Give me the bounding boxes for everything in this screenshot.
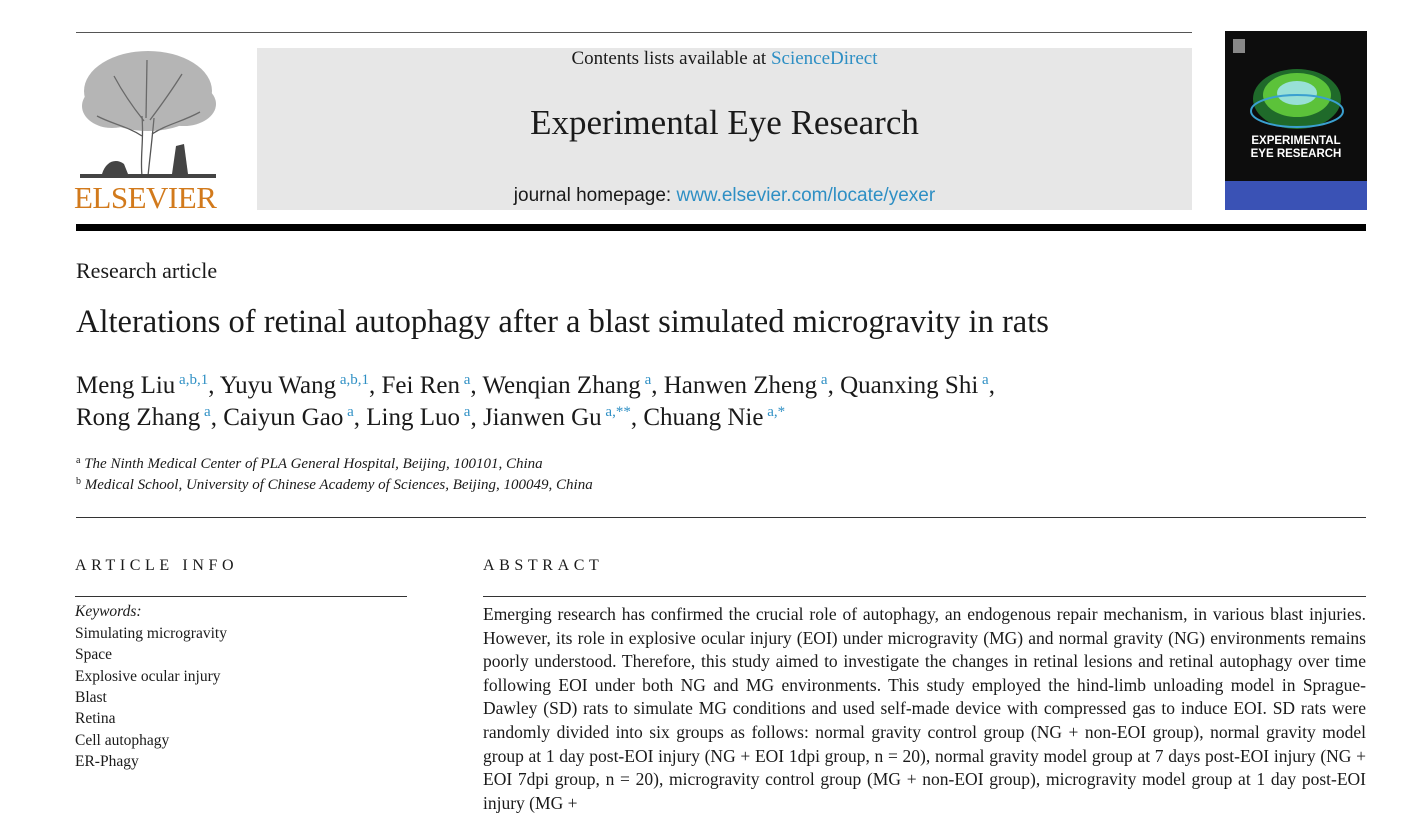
eye-illustration bbox=[1233, 39, 1344, 129]
keyword-item: Cell autophagy bbox=[75, 731, 170, 749]
keyword-item: Explosive ocular injury bbox=[75, 667, 221, 685]
author-affiliation-mark[interactable]: a,b,1 bbox=[175, 372, 209, 388]
author-separator: , bbox=[630, 404, 644, 431]
author-separator: , bbox=[470, 372, 483, 399]
affiliation-mark: a bbox=[76, 455, 81, 466]
author-name: Quanxing Shi bbox=[840, 372, 979, 399]
top-rule bbox=[76, 32, 1192, 33]
contents-line: Contents lists available at ScienceDirec… bbox=[257, 48, 1192, 70]
article-info-heading: ARTICLE INFO bbox=[75, 557, 239, 574]
author-affiliation-mark[interactable]: a bbox=[640, 372, 652, 388]
author-separator: , bbox=[988, 372, 995, 399]
author-name: Ling Luo bbox=[366, 404, 461, 431]
keyword-item: ER-Phagy bbox=[75, 752, 139, 770]
author-name: Caiyun Gao bbox=[223, 404, 344, 431]
article-type: Research article bbox=[76, 258, 218, 283]
keyword-item: Retina bbox=[75, 710, 116, 728]
article-title: Alterations of retinal autophagy after a… bbox=[76, 304, 1049, 340]
cover-title-line2: EYE RESEARCH bbox=[1250, 148, 1342, 160]
cover-title-line1: EXPERIMENTAL bbox=[1251, 135, 1341, 147]
author-affiliation-mark[interactable]: a,b,1 bbox=[336, 372, 369, 388]
homepage-prefix: journal homepage: bbox=[513, 185, 677, 206]
author-name: Meng Liu bbox=[76, 372, 176, 399]
abstract-rule bbox=[483, 596, 1366, 597]
author-separator: , bbox=[470, 404, 483, 431]
author-separator: , bbox=[353, 404, 367, 431]
affiliation-a: a The Ninth Medical Center of PLA Genera… bbox=[76, 455, 543, 473]
affiliation-mark: b bbox=[76, 476, 81, 487]
keyword-item: Space bbox=[75, 646, 113, 664]
author-list: Meng Liu a,b,1, Yuyu Wang a,b,1, Fei Ren… bbox=[76, 370, 995, 434]
article-info-rule bbox=[75, 596, 407, 597]
author-name: Chuang Nie bbox=[643, 404, 764, 431]
author-affiliation-mark[interactable]: a bbox=[459, 372, 471, 388]
author-name: Rong Zhang bbox=[76, 404, 201, 431]
author-separator: , bbox=[827, 372, 841, 399]
journal-cover: EXPERIMENTAL EYE RESEARCH bbox=[1225, 31, 1367, 210]
author-separator: , bbox=[208, 372, 220, 399]
author-affiliation-mark[interactable]: a bbox=[978, 372, 989, 388]
author-name: Hanwen Zheng bbox=[663, 372, 818, 399]
author-separator: , bbox=[369, 372, 382, 399]
section-rule bbox=[76, 517, 1366, 518]
affiliation-text: The Ninth Medical Center of PLA General … bbox=[84, 456, 543, 472]
abstract-text: Emerging research has confirmed the cruc… bbox=[483, 604, 1366, 813]
author-line-1: Meng Liu a,b,1, Yuyu Wang a,b,1, Fei Ren… bbox=[76, 370, 995, 402]
author-affiliation-mark[interactable]: a bbox=[817, 372, 828, 388]
author-affiliation-mark[interactable]: a bbox=[460, 404, 471, 420]
journal-title: Experimental Eye Research bbox=[530, 103, 919, 142]
affiliation-text: Medical School, University of Chinese Ac… bbox=[84, 477, 593, 493]
keywords-label: Keywords: bbox=[75, 603, 142, 620]
journal-banner bbox=[257, 48, 1192, 210]
author-name: Wenqian Zhang bbox=[482, 372, 641, 399]
homepage-link[interactable]: www.elsevier.com/locate/yexer bbox=[676, 185, 936, 206]
author-name: Jianwen Gu bbox=[482, 404, 602, 431]
homepage-line: journal homepage: www.elsevier.com/locat… bbox=[257, 185, 1192, 207]
author-separator: , bbox=[210, 404, 224, 431]
elsevier-wordmark: ELSEVIER bbox=[74, 180, 217, 215]
author-affiliation-mark[interactable]: a,* bbox=[763, 404, 786, 420]
author-affiliation-mark[interactable]: a bbox=[200, 404, 211, 420]
author-line-2: Rong Zhang a, Caiyun Gao a, Ling Luo a, … bbox=[76, 402, 995, 434]
header-thick-rule bbox=[76, 224, 1366, 231]
author-separator: , bbox=[651, 372, 664, 399]
contents-prefix: Contents lists available at bbox=[571, 48, 771, 69]
cover-blue-band bbox=[1225, 181, 1367, 210]
sciencedirect-link[interactable]: ScienceDirect bbox=[770, 48, 878, 69]
author-affiliation-mark[interactable]: a bbox=[343, 404, 354, 420]
keyword-item: Blast bbox=[75, 688, 107, 706]
author-name: Yuyu Wang bbox=[219, 372, 337, 399]
author-affiliation-mark[interactable]: a,** bbox=[601, 404, 631, 420]
author-name: Fei Ren bbox=[381, 372, 460, 399]
elsevier-tree-logo bbox=[80, 51, 216, 178]
cover-title: EXPERIMENTAL EYE RESEARCH bbox=[1225, 135, 1367, 161]
affiliation-b: b Medical School, University of Chinese … bbox=[76, 476, 593, 494]
keyword-item: Simulating microgravity bbox=[75, 625, 227, 642]
abstract-heading: ABSTRACT bbox=[483, 557, 604, 574]
